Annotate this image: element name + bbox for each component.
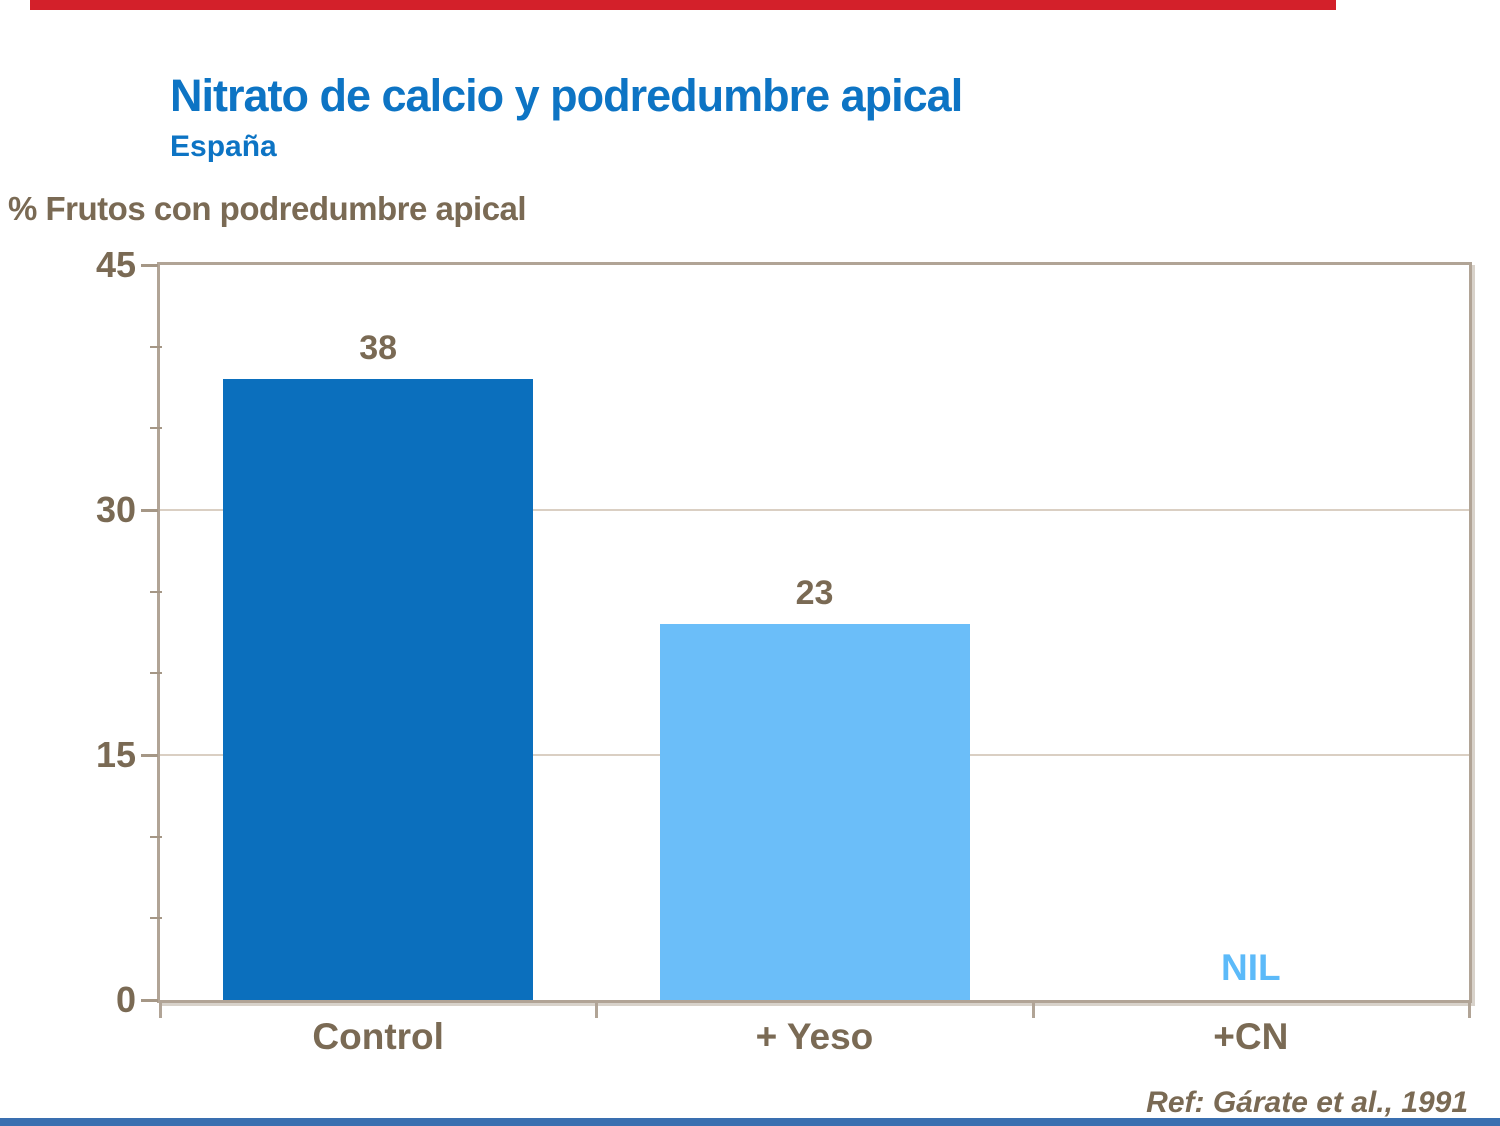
y-major-tick-0: [141, 999, 158, 1002]
y-minor-tick-20: [150, 672, 162, 675]
slide-subtitle: España: [170, 130, 277, 163]
y-minor-tick-10: [150, 835, 162, 838]
x-boundary-tick-0: [159, 1003, 162, 1018]
y-major-tick-30: [141, 509, 158, 512]
y-minor-tick-25: [150, 590, 162, 593]
value-label-control: 38: [359, 329, 398, 368]
gridline-30: [160, 509, 1469, 511]
y-tick-label-45: 45: [95, 244, 136, 285]
y-minor-tick-35: [150, 427, 162, 430]
y-minor-tick-5: [150, 917, 162, 920]
y-axis-title: % Frutos con podredumbre apical: [8, 190, 527, 227]
x-category-label-control: Control: [312, 1016, 444, 1057]
reference-citation: Ref: Gárate et al., 1991: [1146, 1086, 1468, 1119]
y-minor-tick-40: [150, 345, 162, 348]
slide-title: Nitrato de calcio y podredumbre apical: [170, 70, 963, 121]
y-major-tick-45: [141, 264, 158, 267]
value-label-cn: NIL: [1221, 947, 1281, 988]
bottom-accent-bar: [0, 1118, 1500, 1126]
x-category-label-yeso: + Yeso: [755, 1016, 874, 1057]
x-boundary-tick-2: [1031, 1003, 1035, 1018]
y-tick-label-15: 15: [95, 734, 136, 775]
x-boundary-tick-1: [595, 1003, 599, 1018]
bar-yeso: [659, 624, 970, 1000]
bar-control: [223, 379, 534, 1000]
top-accent-bar: [30, 0, 1336, 10]
y-tick-label-0: 0: [115, 979, 136, 1020]
value-label-yeso: 23: [795, 574, 834, 613]
y-major-tick-15: [141, 754, 158, 757]
x-category-label-cn: +CN: [1213, 1016, 1289, 1057]
x-boundary-tick-3: [1468, 1003, 1471, 1018]
y-tick-label-30: 30: [95, 489, 136, 530]
